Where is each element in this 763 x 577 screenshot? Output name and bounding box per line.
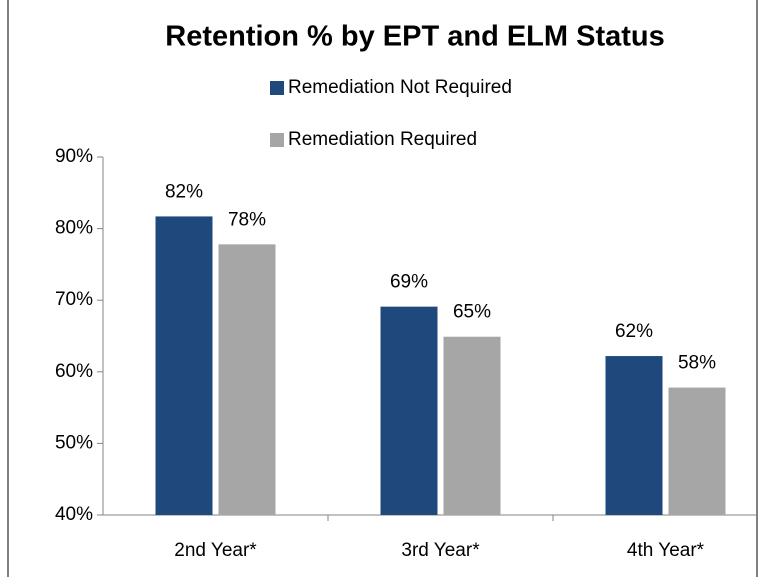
- data-label: 82%: [165, 181, 203, 202]
- bar: [218, 244, 276, 516]
- data-label: 58%: [678, 353, 716, 374]
- bar: [443, 336, 501, 515]
- y-tick-label: 40%: [55, 504, 93, 525]
- bar: [155, 216, 213, 516]
- legend-label: Remediation Not Required: [288, 77, 512, 98]
- chart-title: Retention % by EPT and ELM Status: [165, 21, 665, 53]
- x-tick-label: 2nd Year*: [174, 540, 257, 561]
- data-label: 78%: [228, 209, 266, 230]
- y-tick-label: 70%: [55, 289, 93, 310]
- y-tick-label: 50%: [55, 432, 93, 453]
- bar: [668, 387, 726, 515]
- y-tick-label: 80%: [55, 218, 93, 239]
- x-tick-label: 3rd Year*: [401, 540, 480, 561]
- data-label: 62%: [615, 321, 653, 342]
- data-label: 65%: [453, 302, 491, 323]
- bar: [605, 356, 663, 515]
- bar: [380, 306, 438, 515]
- y-tick-label: 60%: [55, 361, 93, 382]
- y-tick-label: 90%: [55, 146, 93, 167]
- legend-label: Remediation Required: [288, 129, 477, 150]
- data-label: 69%: [390, 272, 428, 293]
- legend-swatch: [270, 133, 284, 147]
- legend-swatch: [270, 81, 284, 95]
- chart-frame: [7, 0, 758, 577]
- x-tick-label: 4th Year*: [627, 540, 705, 561]
